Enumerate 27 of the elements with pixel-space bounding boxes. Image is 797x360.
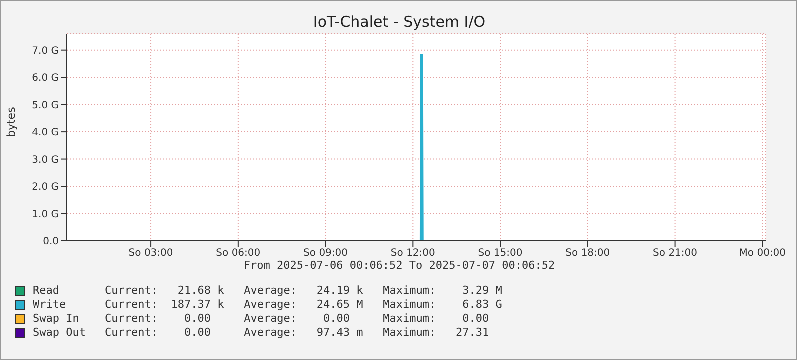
x-tick-label: So 09:00 xyxy=(304,248,348,260)
y-tick-label: 6.0 G xyxy=(32,73,59,84)
x-tick-label: So 18:00 xyxy=(566,248,610,260)
x-tick-label: So 15:00 xyxy=(478,248,523,260)
x-tick-label: So 21:00 xyxy=(653,248,698,260)
y-tick-label: 7.0 G xyxy=(32,46,59,57)
text: Current: 187.37 k Average: 24.65 M Maximum: 6.83 G xyxy=(105,298,502,312)
x-tick-label: So 03:00 xyxy=(128,248,174,260)
x-axis-title: From 2025-07-06 00:06:52 To 2025-07-07 00:06:52 xyxy=(242,259,556,272)
y-tick-label: 2.0 G xyxy=(32,182,59,194)
x-tick-label: Mo 00:00 xyxy=(739,248,786,260)
legend-label: Swap In xyxy=(33,312,80,326)
y-tick-label: 5.0 G xyxy=(32,100,59,112)
y-tick-label: 3.0 G xyxy=(32,154,59,166)
y-axis-title: bytes xyxy=(4,106,18,138)
x-tick-label: So 06:00 xyxy=(216,248,261,260)
text: Current: 0.00 Average: 0.00 Maximum: 0.00 xyxy=(105,312,490,326)
legend-label: Read xyxy=(33,284,60,298)
legend-label: Write xyxy=(33,298,68,312)
y-tick-label: 4.0 G xyxy=(32,128,59,139)
legend-label: Swap Out xyxy=(33,326,87,340)
y-tick-label: 0.0 xyxy=(43,236,59,248)
chart-title: IoT-Chalet - System I/O xyxy=(312,13,487,31)
text: Current: 0.00 Average: 97.43 m Maximum: 27.31 xyxy=(105,326,490,340)
text: Current: 21.68 k Average: 24.19 k Maximum: 3.29 M xyxy=(105,284,502,298)
y-tick-label: 1.0 G xyxy=(32,209,59,220)
x-tick-label: So 12:00 xyxy=(390,248,436,260)
